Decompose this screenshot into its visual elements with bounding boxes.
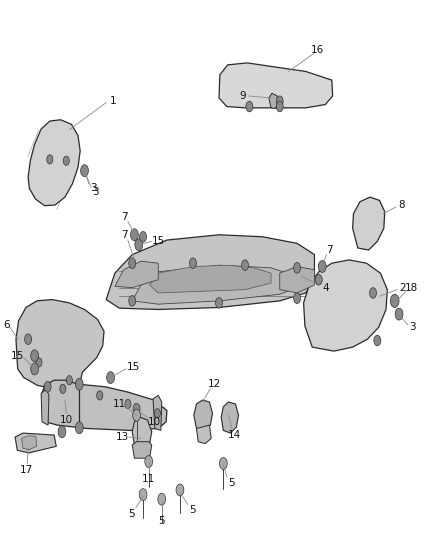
Text: 3: 3 [90, 183, 96, 193]
Text: 8: 8 [398, 200, 405, 210]
Polygon shape [132, 442, 152, 458]
Text: 13: 13 [116, 432, 129, 442]
Text: 6: 6 [3, 320, 10, 330]
Text: 10: 10 [60, 415, 73, 425]
Text: 10: 10 [148, 417, 161, 427]
Circle shape [246, 101, 253, 112]
Circle shape [190, 258, 196, 269]
Polygon shape [132, 417, 152, 448]
Polygon shape [28, 120, 80, 206]
Text: 14: 14 [228, 430, 241, 440]
Text: 15: 15 [11, 351, 24, 361]
Polygon shape [106, 235, 314, 310]
Circle shape [31, 350, 39, 362]
Circle shape [158, 493, 166, 505]
Circle shape [293, 293, 300, 303]
Polygon shape [115, 261, 158, 288]
Circle shape [129, 296, 136, 306]
Text: 7: 7 [326, 245, 333, 255]
Circle shape [75, 422, 83, 434]
Text: 5: 5 [128, 510, 134, 519]
Polygon shape [221, 402, 239, 433]
Circle shape [63, 156, 69, 165]
Circle shape [276, 96, 283, 107]
Polygon shape [41, 389, 49, 425]
Circle shape [139, 489, 147, 500]
Text: 11: 11 [142, 474, 155, 484]
Text: 3: 3 [92, 188, 99, 197]
Polygon shape [194, 400, 212, 431]
Text: 12: 12 [208, 379, 221, 389]
Text: 2: 2 [399, 282, 406, 293]
Circle shape [318, 261, 326, 272]
Polygon shape [15, 433, 57, 453]
Circle shape [154, 409, 160, 418]
Text: 5: 5 [159, 516, 165, 526]
Text: 1: 1 [110, 95, 117, 106]
Circle shape [176, 484, 184, 496]
Text: 11: 11 [113, 399, 126, 409]
Circle shape [125, 399, 131, 409]
Text: 18: 18 [405, 282, 418, 293]
Polygon shape [219, 63, 333, 108]
Circle shape [135, 239, 143, 251]
Circle shape [60, 384, 66, 393]
Polygon shape [42, 380, 167, 431]
Circle shape [75, 378, 83, 390]
Text: 15: 15 [152, 236, 165, 246]
Circle shape [145, 456, 152, 467]
Circle shape [315, 274, 322, 285]
Text: 4: 4 [322, 282, 328, 293]
Polygon shape [280, 266, 314, 293]
Polygon shape [153, 395, 162, 431]
Circle shape [133, 403, 140, 414]
Circle shape [81, 165, 88, 176]
Text: 15: 15 [127, 362, 140, 372]
Circle shape [44, 382, 51, 392]
Text: 9: 9 [240, 91, 246, 101]
Polygon shape [196, 425, 211, 443]
Polygon shape [353, 197, 385, 250]
Circle shape [36, 358, 42, 367]
Circle shape [25, 334, 32, 344]
Text: 17: 17 [19, 465, 32, 475]
Polygon shape [269, 93, 278, 109]
Circle shape [219, 457, 227, 470]
Circle shape [140, 231, 147, 242]
Circle shape [129, 258, 136, 269]
Circle shape [390, 294, 399, 308]
Circle shape [106, 372, 114, 384]
Circle shape [242, 260, 248, 270]
Circle shape [370, 288, 377, 298]
Circle shape [133, 409, 141, 421]
Circle shape [374, 335, 381, 346]
Circle shape [293, 263, 300, 273]
Circle shape [215, 297, 223, 308]
Circle shape [131, 229, 138, 241]
Circle shape [47, 155, 53, 164]
Polygon shape [150, 265, 271, 293]
Circle shape [276, 101, 283, 112]
Polygon shape [21, 435, 37, 450]
Text: 5: 5 [190, 505, 196, 515]
Text: 7: 7 [122, 212, 128, 222]
Polygon shape [16, 300, 104, 389]
Circle shape [395, 308, 403, 320]
Polygon shape [132, 265, 297, 304]
Circle shape [31, 363, 39, 375]
Circle shape [66, 376, 72, 385]
Text: 5: 5 [228, 478, 234, 488]
Text: 16: 16 [311, 45, 325, 55]
Text: 7: 7 [122, 230, 128, 240]
Polygon shape [304, 260, 387, 351]
Circle shape [58, 426, 66, 438]
Circle shape [97, 391, 103, 400]
Text: 3: 3 [410, 322, 416, 332]
